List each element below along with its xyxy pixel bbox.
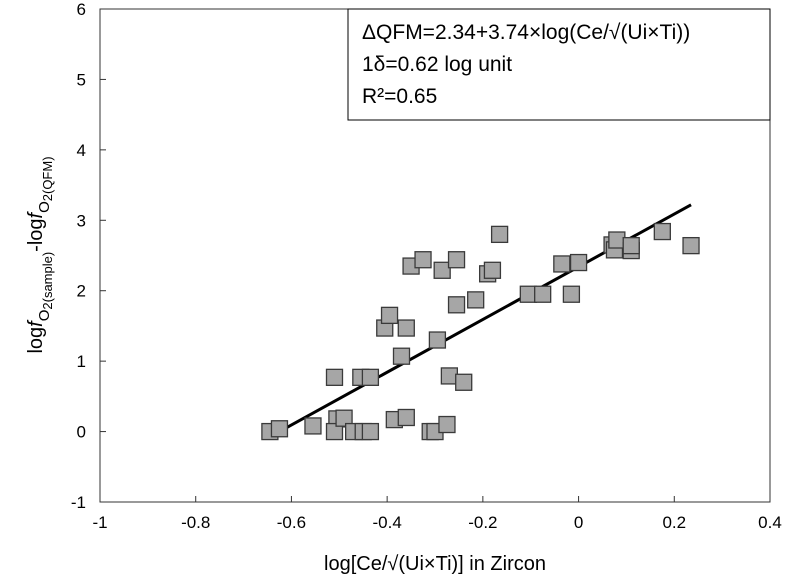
data-point xyxy=(519,285,537,303)
r-squared-text: R²=0.65 xyxy=(362,85,437,108)
data-point xyxy=(608,231,626,249)
data-point xyxy=(490,225,509,244)
data-point xyxy=(553,255,571,273)
data-point xyxy=(447,251,466,269)
x-tick-label: 0.2 xyxy=(662,513,686,532)
data-point xyxy=(414,251,432,269)
equation-box-frame xyxy=(347,8,771,121)
y-tick-label: 4 xyxy=(77,141,86,160)
data-point xyxy=(325,368,344,386)
y-tick-label: 0 xyxy=(77,423,86,442)
data-point xyxy=(380,306,399,325)
data-point xyxy=(270,420,289,438)
y-tick-label: -1 xyxy=(71,493,86,512)
data-point xyxy=(440,367,459,385)
y-tick-label: 6 xyxy=(77,0,86,19)
data-point xyxy=(562,285,581,303)
x-tick-label: 0.4 xyxy=(758,513,782,532)
data-point xyxy=(335,409,353,427)
data-point xyxy=(397,408,415,427)
y-tick-label: 3 xyxy=(77,211,86,230)
x-axis-ticks xyxy=(99,496,771,502)
data-point xyxy=(569,253,588,272)
x-tick-label: -1 xyxy=(92,513,107,532)
y-tick-label: 1 xyxy=(77,352,86,371)
data-point xyxy=(653,222,671,241)
data-point xyxy=(392,347,411,365)
data-point xyxy=(438,415,456,434)
data-point xyxy=(304,417,322,435)
data-point xyxy=(682,236,700,255)
equation-text: ΔQFM=2.34+3.74×log(Ce/√(Ui×Ti)) xyxy=(362,21,690,44)
x-axis-title: log[Ce/√(Ui×Ti)] in Zircon xyxy=(324,553,546,575)
sigma-text: 1δ=0.62 log unit xyxy=(362,53,512,76)
data-point xyxy=(361,422,380,441)
x-tick-label: -0.4 xyxy=(372,513,401,532)
x-axis-tick-labels: -1 -0.8 -0.6 -0.4 -0.2 0 0.2 0.4 xyxy=(92,513,781,532)
data-point xyxy=(483,261,502,279)
data-point xyxy=(325,422,344,441)
y-axis-tick-labels: -1 0 1 2 3 4 5 6 xyxy=(71,0,86,512)
data-point xyxy=(455,373,473,391)
data-points xyxy=(261,222,700,441)
x-tick-label: -0.6 xyxy=(277,513,306,532)
data-point xyxy=(361,368,380,386)
x-tick-label: 0 xyxy=(574,513,583,532)
y-axis-ticks xyxy=(100,8,106,503)
data-point xyxy=(534,285,552,303)
x-tick-label: -0.8 xyxy=(181,513,210,532)
y-tick-label: 5 xyxy=(77,70,86,89)
data-point xyxy=(433,261,451,279)
equation-box: ΔQFM=2.34+3.74×log(Ce/√(Ui×Ti)) 1δ=0.62 … xyxy=(347,8,771,121)
data-point xyxy=(622,236,640,255)
data-point xyxy=(428,331,447,349)
data-point xyxy=(397,319,415,337)
x-tick-label: -0.2 xyxy=(468,513,497,532)
data-point xyxy=(447,296,466,314)
y-tick-label: 2 xyxy=(77,282,86,301)
data-point xyxy=(467,291,485,309)
y-axis-title: logfO2(sample)-logfO2(QFM) xyxy=(25,156,55,353)
